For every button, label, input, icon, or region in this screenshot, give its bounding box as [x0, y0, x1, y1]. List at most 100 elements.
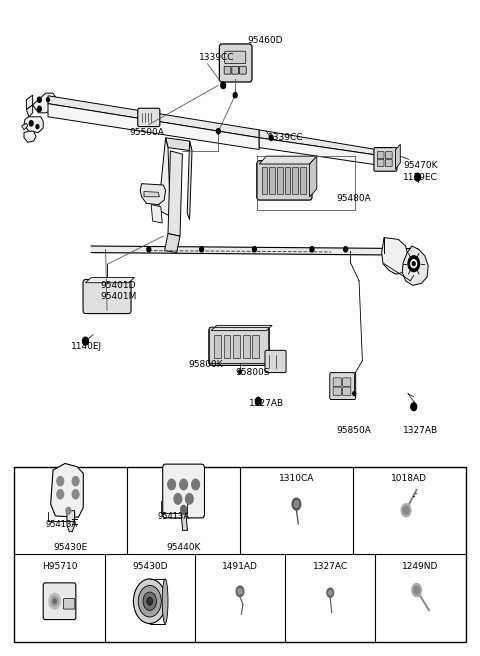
Text: H95710: H95710	[42, 562, 77, 571]
Polygon shape	[158, 138, 170, 216]
Circle shape	[252, 247, 256, 252]
Circle shape	[403, 506, 409, 514]
Circle shape	[37, 106, 41, 112]
Polygon shape	[259, 138, 384, 166]
Circle shape	[29, 121, 33, 126]
Polygon shape	[26, 105, 33, 117]
Polygon shape	[259, 156, 317, 164]
Polygon shape	[382, 237, 408, 274]
Bar	[14, 467, 466, 642]
Circle shape	[327, 588, 334, 597]
Text: 95480A: 95480A	[336, 194, 371, 203]
FancyBboxPatch shape	[257, 161, 312, 200]
FancyBboxPatch shape	[385, 159, 392, 167]
FancyBboxPatch shape	[43, 583, 76, 619]
Circle shape	[168, 479, 175, 489]
Circle shape	[180, 479, 187, 489]
Polygon shape	[48, 104, 259, 150]
Polygon shape	[310, 156, 317, 197]
FancyBboxPatch shape	[209, 327, 269, 365]
Polygon shape	[24, 117, 43, 133]
Polygon shape	[67, 510, 75, 531]
Circle shape	[66, 508, 71, 514]
Circle shape	[255, 398, 261, 405]
Circle shape	[310, 247, 314, 252]
FancyBboxPatch shape	[63, 598, 75, 609]
Bar	[269, 167, 275, 194]
Polygon shape	[26, 95, 33, 110]
Circle shape	[238, 589, 242, 594]
Text: 95460D: 95460D	[247, 36, 283, 45]
Text: 95800S: 95800S	[235, 368, 270, 377]
Text: 1327AB: 1327AB	[403, 426, 438, 435]
Circle shape	[180, 505, 186, 513]
FancyBboxPatch shape	[330, 373, 356, 400]
FancyBboxPatch shape	[333, 387, 341, 396]
Polygon shape	[259, 130, 384, 156]
Circle shape	[344, 247, 348, 252]
Text: 1327AB: 1327AB	[249, 399, 284, 408]
Circle shape	[147, 597, 153, 605]
Text: 95800K: 95800K	[188, 359, 223, 369]
Polygon shape	[24, 131, 36, 142]
Circle shape	[236, 586, 244, 597]
Circle shape	[411, 260, 417, 268]
FancyBboxPatch shape	[232, 66, 239, 74]
FancyBboxPatch shape	[163, 464, 204, 518]
Text: 95430D: 95430D	[132, 562, 168, 571]
Circle shape	[414, 586, 420, 594]
Bar	[233, 335, 240, 358]
Bar	[209, 327, 269, 363]
Text: 95401D: 95401D	[101, 281, 136, 290]
Polygon shape	[166, 138, 192, 151]
Circle shape	[72, 489, 79, 499]
Circle shape	[239, 370, 241, 374]
Polygon shape	[402, 246, 428, 285]
Text: 95413A: 95413A	[158, 512, 190, 521]
Circle shape	[412, 584, 421, 597]
Circle shape	[269, 135, 273, 140]
FancyBboxPatch shape	[385, 152, 392, 159]
Circle shape	[57, 476, 63, 485]
Text: 1129EC: 1129EC	[403, 173, 438, 182]
Text: 1140EJ: 1140EJ	[71, 342, 102, 351]
Circle shape	[174, 494, 181, 504]
Circle shape	[72, 476, 79, 485]
Polygon shape	[140, 184, 166, 205]
FancyBboxPatch shape	[224, 66, 231, 74]
FancyBboxPatch shape	[374, 148, 397, 171]
Bar	[243, 335, 250, 358]
Circle shape	[47, 98, 49, 102]
Circle shape	[57, 489, 63, 499]
Bar	[285, 167, 290, 194]
Circle shape	[192, 479, 200, 489]
Circle shape	[83, 337, 88, 345]
Bar	[262, 167, 267, 194]
Polygon shape	[165, 234, 180, 253]
Circle shape	[415, 173, 420, 181]
FancyBboxPatch shape	[240, 66, 246, 74]
Circle shape	[133, 579, 166, 623]
FancyBboxPatch shape	[219, 44, 252, 82]
Bar	[292, 167, 298, 194]
Text: 95401M: 95401M	[101, 292, 137, 301]
Bar	[252, 335, 259, 358]
Circle shape	[411, 403, 417, 411]
Polygon shape	[181, 514, 187, 530]
Circle shape	[221, 82, 226, 89]
Bar	[300, 167, 306, 194]
FancyBboxPatch shape	[138, 108, 160, 127]
Circle shape	[51, 597, 58, 606]
Text: 95470K: 95470K	[403, 161, 438, 170]
FancyBboxPatch shape	[225, 51, 246, 64]
Bar	[224, 335, 230, 358]
Circle shape	[408, 256, 420, 272]
Polygon shape	[144, 192, 159, 197]
Circle shape	[37, 97, 41, 102]
Circle shape	[292, 499, 300, 510]
Text: 95500A: 95500A	[130, 128, 165, 137]
Circle shape	[53, 600, 56, 604]
Bar	[214, 335, 221, 358]
Circle shape	[143, 592, 156, 610]
Text: 1491AD: 1491AD	[222, 562, 258, 571]
